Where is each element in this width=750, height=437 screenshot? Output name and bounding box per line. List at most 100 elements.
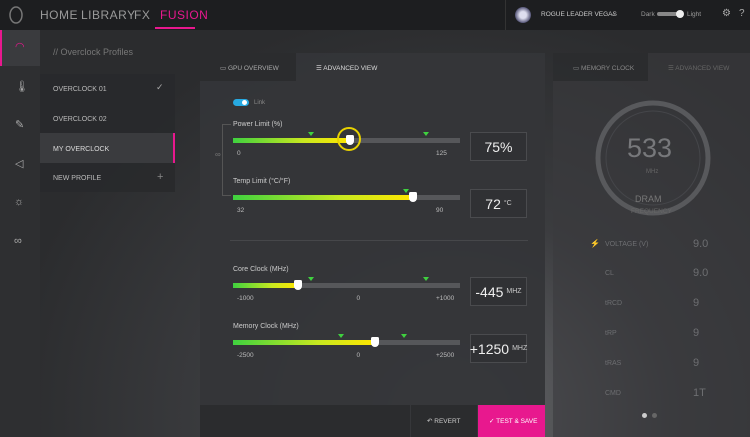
value-text: 72 <box>485 195 501 212</box>
nav-fx[interactable]: FX <box>134 8 151 22</box>
memory-tab[interactable] <box>553 53 648 81</box>
profile[interactable]: OVERCLOCK 01 <box>53 86 107 93</box>
timing-name: tRCD <box>605 300 623 307</box>
slider-marker <box>338 334 344 338</box>
slider-max: +2500 <box>436 352 455 359</box>
slider-max: +1000 <box>436 295 455 302</box>
tab-inactive[interactable] <box>200 53 296 81</box>
timing-name: CL <box>605 270 614 277</box>
avatar[interactable] <box>515 7 531 23</box>
tab[interactable]: ☰ ADVANCED VIEW <box>668 65 730 72</box>
slider-marker <box>308 132 314 136</box>
slider-marker <box>423 132 429 136</box>
slider-thumb[interactable] <box>409 192 417 202</box>
timing-name: CMD <box>605 390 621 397</box>
slider-min: 0 <box>237 150 241 157</box>
theme-toggle[interactable] <box>657 12 683 16</box>
theme-dark[interactable]: Dark <box>641 11 655 18</box>
timing-value: 9 <box>693 357 700 369</box>
page-dot[interactable] <box>652 413 657 418</box>
value-text: -445 <box>475 283 504 300</box>
save-text: TEST & SAVE <box>496 418 538 425</box>
link-bracket <box>222 124 231 196</box>
separator <box>230 240 528 241</box>
slider-min: -2500 <box>237 352 254 359</box>
tab[interactable]: ☰ ADVANCED VIEW <box>316 65 378 72</box>
slider-label: Power Limit (%) <box>233 121 283 128</box>
thumb-focus <box>337 127 361 151</box>
value-box[interactable]: -445 MHZ <box>470 277 527 306</box>
link-icon: ∞ <box>215 150 221 159</box>
profile[interactable]: MY OVERCLOCK <box>53 146 110 153</box>
slider-label: Temp Limit (°C/°F) <box>233 178 291 185</box>
timing-value: 1T <box>693 387 706 399</box>
settings-icon[interactable]: ⚙ <box>722 8 731 19</box>
value-unit: MHZ <box>512 345 528 352</box>
logo <box>9 6 23 24</box>
nav-home[interactable]: HOME <box>40 8 78 22</box>
nav-fusion[interactable]: FUSION <box>160 8 209 22</box>
add-icon[interactable]: + <box>157 171 164 183</box>
link-toggle[interactable] <box>233 99 249 106</box>
frequency-gauge <box>595 100 711 216</box>
slider-mid: 0 <box>356 352 361 359</box>
save-button[interactable] <box>478 405 545 437</box>
icon-link[interactable]: ∞ <box>14 235 22 247</box>
value-unit: °C <box>503 200 512 207</box>
value-text: 75% <box>484 138 513 155</box>
icon-light[interactable]: ☼ <box>14 196 25 208</box>
slider-fill <box>233 283 298 288</box>
slider-thumb[interactable] <box>346 135 354 145</box>
new-profile[interactable]: NEW PROFILE <box>53 175 102 182</box>
profiles-title: // Overclock Profiles <box>53 47 134 57</box>
icon-temp[interactable]: 🌡︎ <box>15 81 29 93</box>
page-dot[interactable] <box>642 413 647 418</box>
user-menu-arrow[interactable]: ⌄ <box>610 9 617 18</box>
frequency-caption: FREQUENCY <box>631 208 672 215</box>
icon-gauge: ◠ <box>15 41 25 53</box>
slider-thumb[interactable] <box>294 280 302 290</box>
timing-value: 9.0 <box>693 267 709 279</box>
slider-thumb[interactable] <box>371 337 379 347</box>
profile[interactable]: OVERCLOCK 02 <box>53 116 107 123</box>
icon-sound[interactable]: ◁ <box>15 158 24 170</box>
slider-min: -1000 <box>237 295 254 302</box>
theme-light[interactable]: Light <box>687 11 702 18</box>
icon-column <box>0 30 40 437</box>
value-box[interactable]: 75% <box>470 132 527 161</box>
timing-name: VOLTAGE (V) <box>605 241 649 248</box>
save-label: ✓ TEST & SAVE <box>489 418 538 425</box>
timing-name: tRP <box>605 330 617 337</box>
slider-max: 90 <box>436 207 444 214</box>
frequency-value: 533 <box>627 133 673 163</box>
value-unit: MHZ <box>506 288 522 295</box>
slider-marker <box>403 189 409 193</box>
profile-active <box>40 133 175 163</box>
value-box[interactable]: 72 °C <box>470 189 527 218</box>
timing-name: tRAS <box>605 360 622 367</box>
tab[interactable]: ▭ GPU OVERVIEW <box>220 65 279 72</box>
frequency-unit: MHz <box>646 169 659 175</box>
slider-track[interactable] <box>233 283 460 288</box>
slider-label: Memory Clock (MHz) <box>233 323 299 330</box>
divider <box>505 0 506 30</box>
timing-value: 9 <box>693 327 700 339</box>
nav-library[interactable]: LIBRARY <box>81 8 136 22</box>
revert-button[interactable] <box>411 405 477 437</box>
icon-power[interactable]: ✎ <box>15 119 25 131</box>
slider-min: 32 <box>237 207 245 214</box>
tab-label: GPU OVERVIEW <box>227 65 279 72</box>
tab[interactable]: ▭ MEMORY CLOCK <box>573 65 635 72</box>
top-bar <box>0 0 750 30</box>
help-icon[interactable]: ? <box>739 8 745 19</box>
slider-label: Core Clock (MHz) <box>233 266 289 273</box>
link-knob <box>242 100 247 105</box>
user-name[interactable]: ROGUE LEADER VEGAS <box>541 11 617 18</box>
tab-label: MEMORY CLOCK <box>580 65 635 72</box>
icon-active[interactable] <box>0 30 40 66</box>
button-area <box>200 405 410 437</box>
voltage-icon: ⚡ <box>590 239 600 248</box>
timing-value: 9 <box>693 297 700 309</box>
value-box[interactable]: +1250 MHZ <box>470 334 527 363</box>
